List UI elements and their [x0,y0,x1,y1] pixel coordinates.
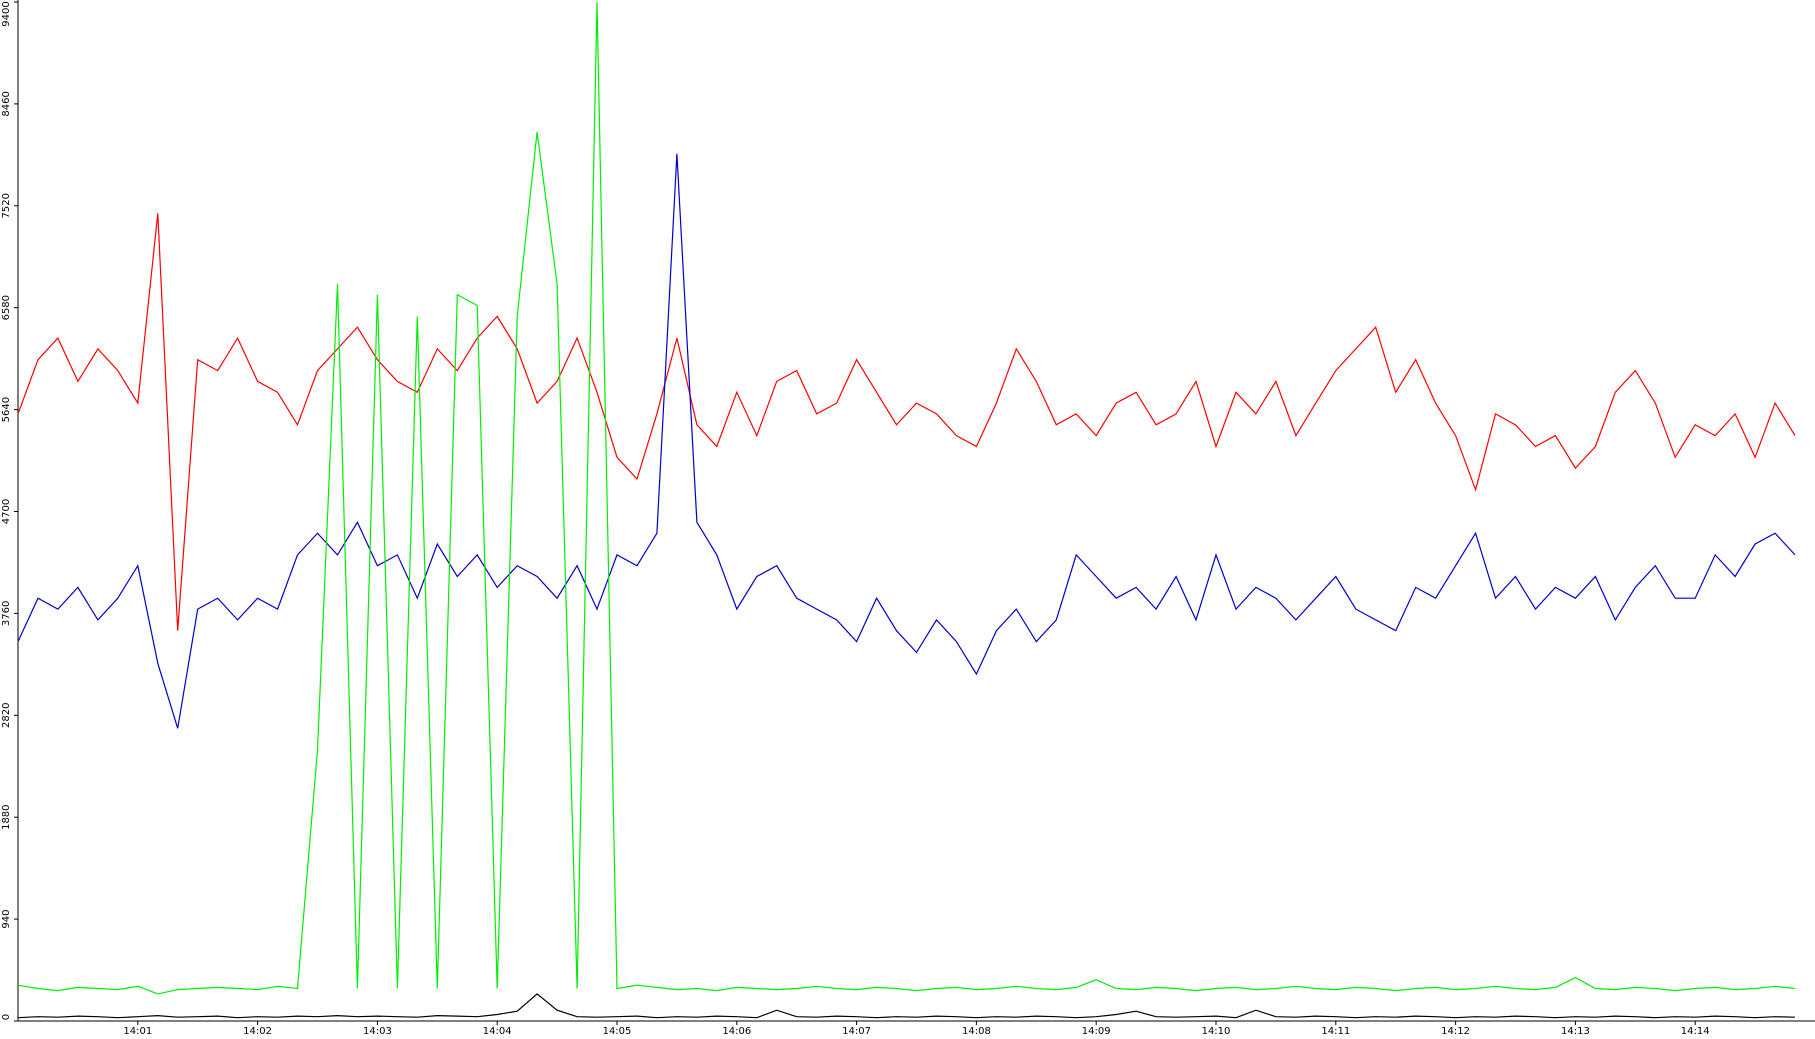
series-line [17,153,1796,729]
y-tick-label: 7520 [1,193,12,218]
x-tick-label: 14:11 [1321,1026,1350,1037]
x-tick-label: 14:12 [1441,1026,1470,1037]
x-tick-label: 14:06 [722,1026,751,1037]
x-tick-label: 14:05 [603,1026,632,1037]
y-tick-label: 9400 [1,1,12,26]
y-tick-label: 3760 [1,601,12,626]
x-tick-label: 14:03 [363,1026,392,1037]
y-tick-label: 0 [1,1014,12,1020]
x-tick-label: 14:14 [1681,1026,1710,1037]
y-tick-label: 8460 [1,91,12,116]
y-tick-label: 940 [1,910,12,929]
y-tick-label: 1880 [1,804,12,829]
x-tick-label: 14:09 [1082,1026,1111,1037]
series-line [17,213,1796,631]
y-tick-label: 5640 [1,397,12,422]
x-tick-label: 14:13 [1561,1026,1590,1037]
series-line [17,1,1796,995]
x-tick-label: 14:10 [1202,1026,1231,1037]
y-tick-label: 2820 [1,703,12,728]
x-tick-label: 14:04 [483,1026,512,1037]
x-tick-label: 14:02 [243,1026,272,1037]
series-line [17,993,1796,1019]
x-tick-label: 14:07 [842,1026,871,1037]
y-tick-label: 4700 [1,499,12,524]
x-tick-label: 14:01 [123,1026,152,1037]
x-tick-label: 14:08 [962,1026,991,1037]
y-tick-label: 6580 [1,295,12,320]
